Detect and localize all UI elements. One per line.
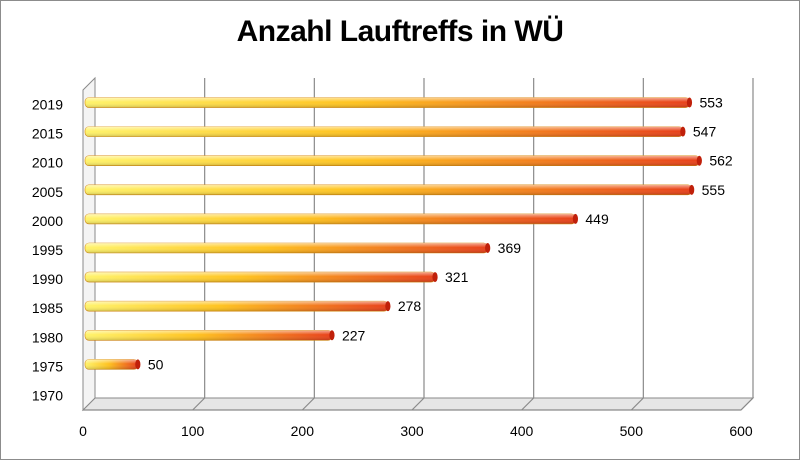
x-tick-label: 400 xyxy=(510,423,534,439)
y-tick-label: 2000 xyxy=(32,213,63,229)
data-label: 553 xyxy=(699,95,723,111)
bar-highlight xyxy=(85,97,690,108)
y-tick-label: 1995 xyxy=(32,242,63,258)
y-tick-label: 2010 xyxy=(32,155,63,171)
bar-cap xyxy=(572,213,579,224)
gridline-floor xyxy=(630,397,644,411)
bar-highlight xyxy=(85,272,436,283)
chart-title: Anzahl Lauftreffs in WÜ xyxy=(236,15,564,48)
gridline-floor xyxy=(740,397,754,411)
bar-cap xyxy=(485,243,491,253)
bar-cap xyxy=(385,301,391,312)
gridline-floor xyxy=(521,397,535,411)
bar-highlight xyxy=(85,359,138,370)
x-tick-label: 500 xyxy=(620,423,644,439)
y-tick-label: 2015 xyxy=(32,126,63,142)
x-tick-label: 600 xyxy=(729,423,753,439)
gridline-floor xyxy=(411,397,425,411)
data-label: 227 xyxy=(342,327,366,343)
bar-highlight xyxy=(85,243,488,253)
bar-highlight xyxy=(85,330,332,341)
y-tick-label: 1990 xyxy=(32,271,63,287)
bar-cap xyxy=(686,97,693,108)
bar-cap xyxy=(696,155,702,166)
data-label: 547 xyxy=(693,124,717,140)
y-tick-label: 2005 xyxy=(32,184,63,200)
x-tick-label: 300 xyxy=(400,423,424,439)
bar-highlight xyxy=(85,213,576,224)
gridline-floor xyxy=(192,397,206,411)
data-label: 321 xyxy=(445,269,469,285)
y-tick-label: 1970 xyxy=(32,387,63,403)
y-tick-label: 2019 xyxy=(32,97,63,113)
x-tick-label: 200 xyxy=(291,423,315,439)
data-label: 449 xyxy=(585,211,609,227)
y-tick-label: 1980 xyxy=(32,329,63,345)
bar-highlight xyxy=(85,155,700,166)
bar-cap xyxy=(135,359,141,370)
x-tick-label: 0 xyxy=(79,423,87,439)
data-label: 278 xyxy=(398,298,422,314)
bar-cap xyxy=(689,184,695,195)
x-tick-label: 100 xyxy=(181,423,205,439)
bar-highlight xyxy=(85,184,692,195)
data-label: 555 xyxy=(702,182,726,198)
bar-highlight xyxy=(85,301,388,312)
gridline-floor xyxy=(301,397,315,411)
bar-cap xyxy=(329,330,335,341)
bar-highlight xyxy=(85,126,683,137)
y-tick-label: 1985 xyxy=(32,300,63,316)
bar-cap xyxy=(432,272,438,283)
data-label: 369 xyxy=(498,240,522,256)
data-label: 562 xyxy=(709,153,733,169)
data-label: 50 xyxy=(148,356,164,372)
bar-cap xyxy=(680,126,686,137)
y-tick-label: 1975 xyxy=(32,358,63,374)
